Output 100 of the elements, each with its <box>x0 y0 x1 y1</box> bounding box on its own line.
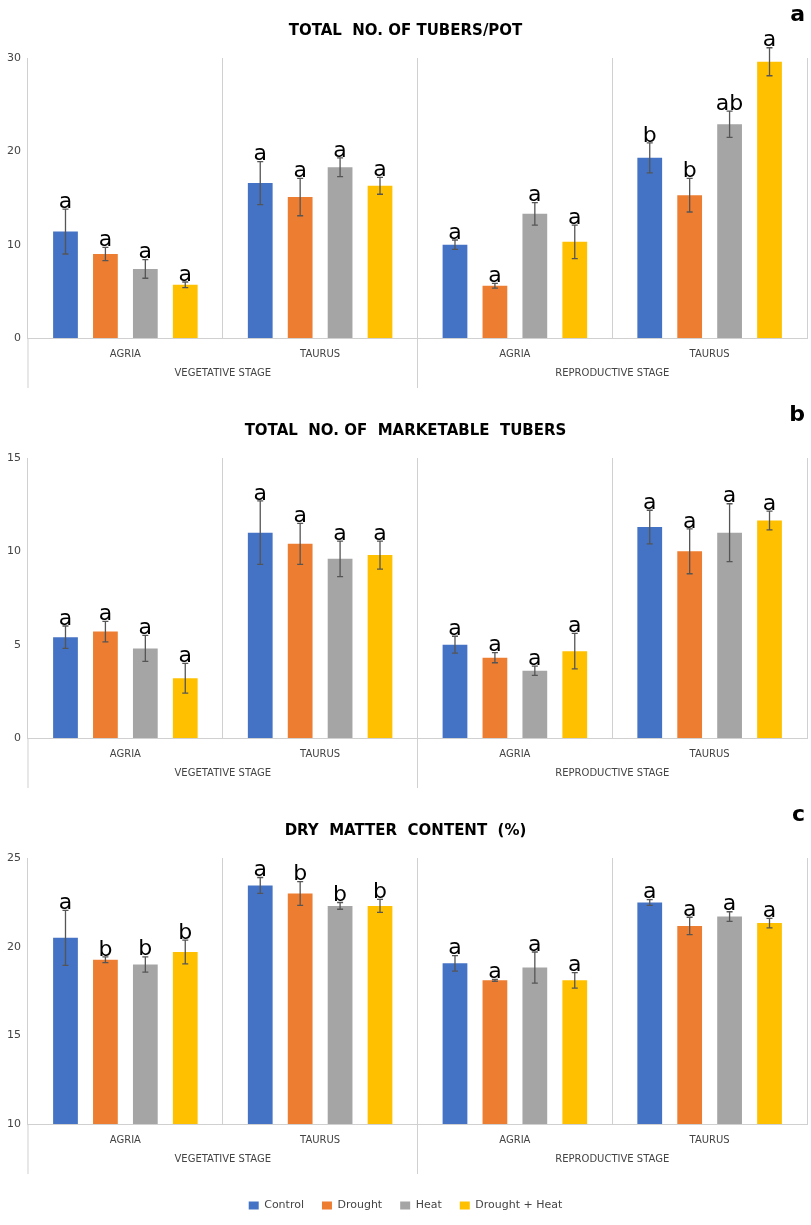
data-label: a <box>643 878 657 904</box>
data-label: a <box>762 489 777 515</box>
data-label: a <box>138 614 153 640</box>
bar <box>93 254 118 338</box>
y-tick-label: 0 <box>14 330 21 344</box>
data-label: a <box>373 156 387 182</box>
chart-title: TOTAL NO. OF TUBERS/POT <box>288 20 524 39</box>
data-label: b <box>373 878 387 904</box>
bar <box>247 183 273 338</box>
x-tick-label: AGRIA <box>499 1133 531 1145</box>
bar <box>717 124 742 338</box>
data-label: a <box>568 951 582 977</box>
bar <box>637 157 663 338</box>
data-label: a <box>253 140 267 166</box>
x-tick-label: AGRIA <box>109 347 142 359</box>
data-label: a <box>762 26 777 52</box>
bar <box>522 213 548 338</box>
bar <box>132 648 158 738</box>
y-tick-label: 15 <box>7 450 21 464</box>
legend-label: Drought <box>337 1198 383 1212</box>
data-label: b <box>333 881 348 907</box>
data-label: b <box>138 935 153 961</box>
data-label: a <box>58 604 73 630</box>
bar <box>172 678 198 738</box>
bar <box>327 167 353 338</box>
bar <box>53 637 78 738</box>
x-tick-label: TAURUS <box>299 747 341 759</box>
data-label: a <box>682 507 697 533</box>
data-label: a <box>643 488 657 514</box>
bar <box>287 543 313 738</box>
bar <box>367 185 393 338</box>
data-label: a <box>488 958 502 984</box>
legend-label: Heat <box>415 1198 443 1212</box>
data-label: a <box>722 482 737 508</box>
text: REPRODUCTIVE STAGE <box>555 1152 670 1164</box>
bar <box>53 231 78 338</box>
bar <box>442 644 468 738</box>
bar <box>247 532 273 738</box>
chart-title: TOTAL NO. OF MARKETABLE TUBERS <box>244 420 567 439</box>
bar <box>677 551 703 738</box>
text: VEGETATIVE STAGE <box>174 1152 271 1164</box>
data-label: a <box>253 856 267 882</box>
y-tick-label: 20 <box>7 939 21 953</box>
data-label: a <box>293 157 307 183</box>
bar <box>757 520 782 738</box>
data-label: a <box>98 226 113 252</box>
x-tick-label: TAURUS <box>688 347 730 359</box>
bar <box>367 555 393 738</box>
y-tick-label: 25 <box>7 850 21 864</box>
y-tick-label: 20 <box>7 144 21 158</box>
data-label: a <box>58 889 73 915</box>
text: REPRODUCTIVE STAGE <box>555 366 670 378</box>
data-label: a <box>58 187 73 213</box>
data-label: a <box>722 890 737 916</box>
bar <box>522 670 548 738</box>
bar <box>677 195 703 338</box>
data-label: a <box>293 502 307 528</box>
y-tick-label: 10 <box>7 1116 21 1130</box>
bar <box>93 631 118 738</box>
data-label: b <box>178 918 193 944</box>
x-tick-label: TAURUS <box>688 747 730 759</box>
data-label: a <box>333 519 347 545</box>
data-label: b <box>293 860 308 886</box>
data-label: b <box>98 935 113 961</box>
text: c <box>791 800 805 826</box>
data-label: a <box>568 612 582 638</box>
data-label: a <box>98 600 113 626</box>
data-label: a <box>178 260 192 286</box>
legend-label: Drought + Heat <box>475 1198 563 1212</box>
bar <box>757 61 782 338</box>
data-label: a <box>528 181 542 207</box>
y-tick-label: 10 <box>7 544 21 558</box>
data-label: a <box>528 644 542 670</box>
data-label: a <box>448 934 462 960</box>
legend-label: Control <box>264 1198 304 1212</box>
bar <box>172 284 198 338</box>
text: a <box>790 0 805 26</box>
text: VEGETATIVE STAGE <box>174 366 271 378</box>
data-label: a <box>488 262 502 288</box>
data-label: a <box>253 479 267 505</box>
bar <box>287 197 313 338</box>
text: VEGETATIVE STAGE <box>174 766 271 778</box>
data-label: a <box>448 218 462 244</box>
bar <box>637 527 663 738</box>
x-tick-label: AGRIA <box>499 747 531 759</box>
data-label: a <box>138 238 153 264</box>
x-tick-label: TAURUS <box>299 347 341 359</box>
data-label: a <box>178 642 192 668</box>
y-tick-label: 30 <box>7 50 21 64</box>
data-label: a <box>682 895 697 921</box>
x-tick-label: AGRIA <box>109 747 142 759</box>
text: b <box>789 400 805 426</box>
data-label: a <box>568 203 582 229</box>
data-label: a <box>762 897 777 923</box>
data-label: b <box>682 157 697 183</box>
data-label: a <box>448 614 462 640</box>
data-label: a <box>373 519 387 545</box>
bar <box>717 532 742 738</box>
x-tick-label: TAURUS <box>299 1133 341 1145</box>
bar <box>442 244 468 338</box>
